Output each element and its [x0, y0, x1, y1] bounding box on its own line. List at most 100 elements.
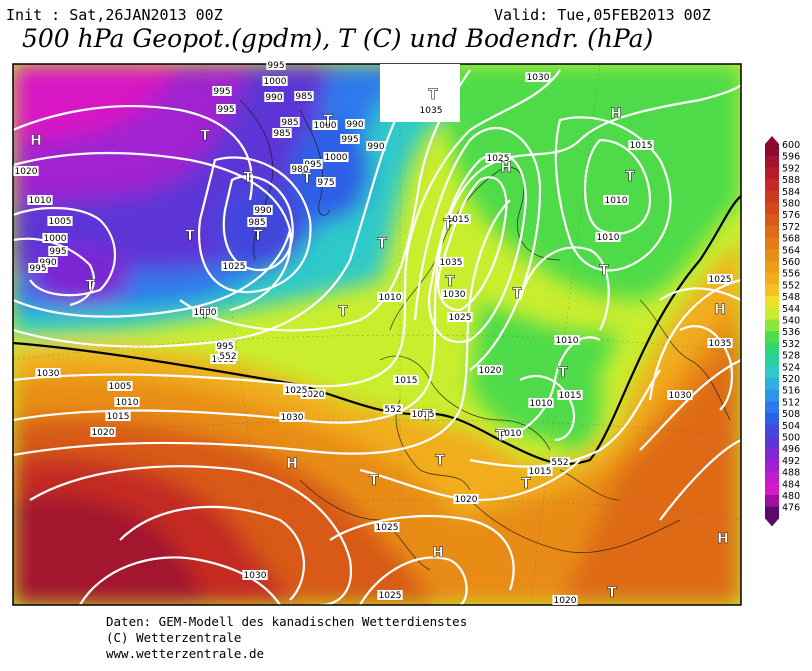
isobar-label-bg — [266, 60, 286, 70]
legend-swatch — [765, 307, 779, 320]
isobar-label-bg — [262, 76, 288, 86]
map-title: 500 hPa Geopot.(gpdm), T (C) und Bodendr… — [22, 24, 654, 53]
legend-label: 540 — [782, 316, 800, 327]
isobar-label: 552 — [551, 458, 568, 468]
isobar-label-bg — [340, 134, 360, 144]
legend-swatch — [765, 179, 779, 192]
isobar-label-bg — [377, 590, 403, 600]
high-pressure-marker: H — [714, 302, 726, 318]
legend-label: 500 — [782, 433, 800, 444]
isobar-label-bg — [283, 385, 309, 395]
isobar-label-bg — [528, 398, 554, 408]
legend-label: 508 — [782, 409, 800, 420]
legend-swatch — [765, 424, 779, 437]
legend-swatch — [765, 237, 779, 250]
isobar-label: 1015 — [412, 410, 435, 420]
isobar-label-bg — [497, 428, 523, 438]
isobar-label-bg — [264, 92, 284, 102]
low-pressure-marker: T — [200, 128, 210, 144]
legend-label: 564 — [782, 245, 800, 256]
legend-swatch — [765, 389, 779, 402]
isobar-label-bg — [418, 105, 444, 115]
isobar-label-bg — [374, 522, 400, 532]
isobar-label: 985 — [295, 92, 312, 102]
isobar-label: 1015 — [107, 412, 130, 422]
isobar-label-bg — [280, 117, 300, 127]
isobar-label-bg — [47, 216, 73, 226]
isobar-label-bg — [114, 397, 140, 407]
isobar-label: 1030 — [443, 290, 466, 300]
isobar-label: 552 — [219, 352, 236, 362]
legend-label: 524 — [782, 362, 800, 373]
isobar-label: 1030 — [669, 391, 692, 401]
legend-label: 580 — [782, 199, 800, 210]
isobar-label: 995 — [267, 61, 284, 71]
low-pressure-marker: T — [445, 274, 455, 290]
isobar-label-bg — [438, 257, 464, 267]
isobar-label-bg — [447, 312, 473, 322]
isobar-label: 1000 — [44, 234, 67, 244]
legend-swatch — [765, 214, 779, 227]
isobar-label-bg — [628, 140, 654, 150]
isobar-label: 1010 — [556, 336, 579, 346]
isobar-label: 995 — [49, 247, 66, 257]
legend-swatch — [765, 155, 779, 168]
legend-swatch — [765, 495, 779, 508]
legend-label: 600 — [782, 140, 800, 151]
legend-label: 496 — [782, 444, 800, 455]
legend-swatch — [765, 225, 779, 238]
legend-label: 588 — [782, 175, 800, 186]
legend-label: 520 — [782, 374, 800, 385]
isobar-label-bg — [279, 412, 305, 422]
isobar-label-bg — [383, 404, 403, 414]
legend-swatch — [765, 378, 779, 391]
isobar-label-bg — [42, 233, 68, 243]
color-legend: 6005965925885845805765725685645605565525… — [765, 136, 800, 527]
isobar-label: 990 — [265, 93, 282, 103]
isobar-label-bg — [393, 375, 419, 385]
isobar-label-bg — [552, 595, 578, 605]
legend-swatch — [765, 296, 779, 309]
low-pressure-marker: T — [435, 453, 445, 469]
high-pressure-marker: H — [500, 160, 512, 176]
isobar-label-bg — [554, 335, 580, 345]
isobar-label: 990 — [367, 142, 384, 152]
legend-swatch — [765, 436, 779, 449]
low-pressure-marker: T — [185, 228, 195, 244]
low-pressure-marker: T — [521, 476, 531, 492]
isobar-label: 990 — [346, 120, 363, 130]
isobar-label: 985 — [281, 118, 298, 128]
legend-swatch — [765, 459, 779, 472]
isobar-label-bg — [550, 457, 570, 467]
isobar-label-bg — [218, 351, 238, 361]
isobar-label: 985 — [273, 129, 290, 139]
footer-url: www.wetterzentrale.de — [106, 646, 265, 661]
legend-label: 536 — [782, 327, 800, 338]
isobar-label: 985 — [248, 218, 265, 228]
isobar-label: 1010 — [530, 399, 553, 409]
isobar-label-bg — [90, 427, 116, 437]
isobar-label: 552 — [384, 405, 401, 415]
isobar-label: 1030 — [244, 571, 267, 581]
isobar-label-bg — [316, 177, 336, 187]
isobar-label: 1035 — [440, 258, 463, 268]
isobar-label: 1020 — [455, 495, 478, 505]
isobar-label: 990 — [254, 206, 271, 216]
isobar-label: 1010 — [499, 429, 522, 439]
isobar-label: 1030 — [527, 73, 550, 83]
low-pressure-marker: T — [625, 169, 635, 185]
legend-swatch — [765, 331, 779, 344]
coastlines — [239, 99, 731, 571]
isobar-label: 1015 — [447, 215, 470, 225]
legend-label: 532 — [782, 339, 800, 350]
isobar-label-bg — [525, 72, 551, 82]
isobar-label-bg — [242, 570, 268, 580]
legend-swatch — [765, 272, 779, 285]
isobar-label-bg — [445, 214, 471, 224]
low-pressure-marker: T — [607, 585, 617, 601]
isobar-label: 1005 — [49, 217, 72, 227]
isobar-label: 1020 — [15, 167, 38, 177]
isobar-label-bg — [253, 205, 273, 215]
isobar-label: 1030 — [281, 413, 304, 423]
